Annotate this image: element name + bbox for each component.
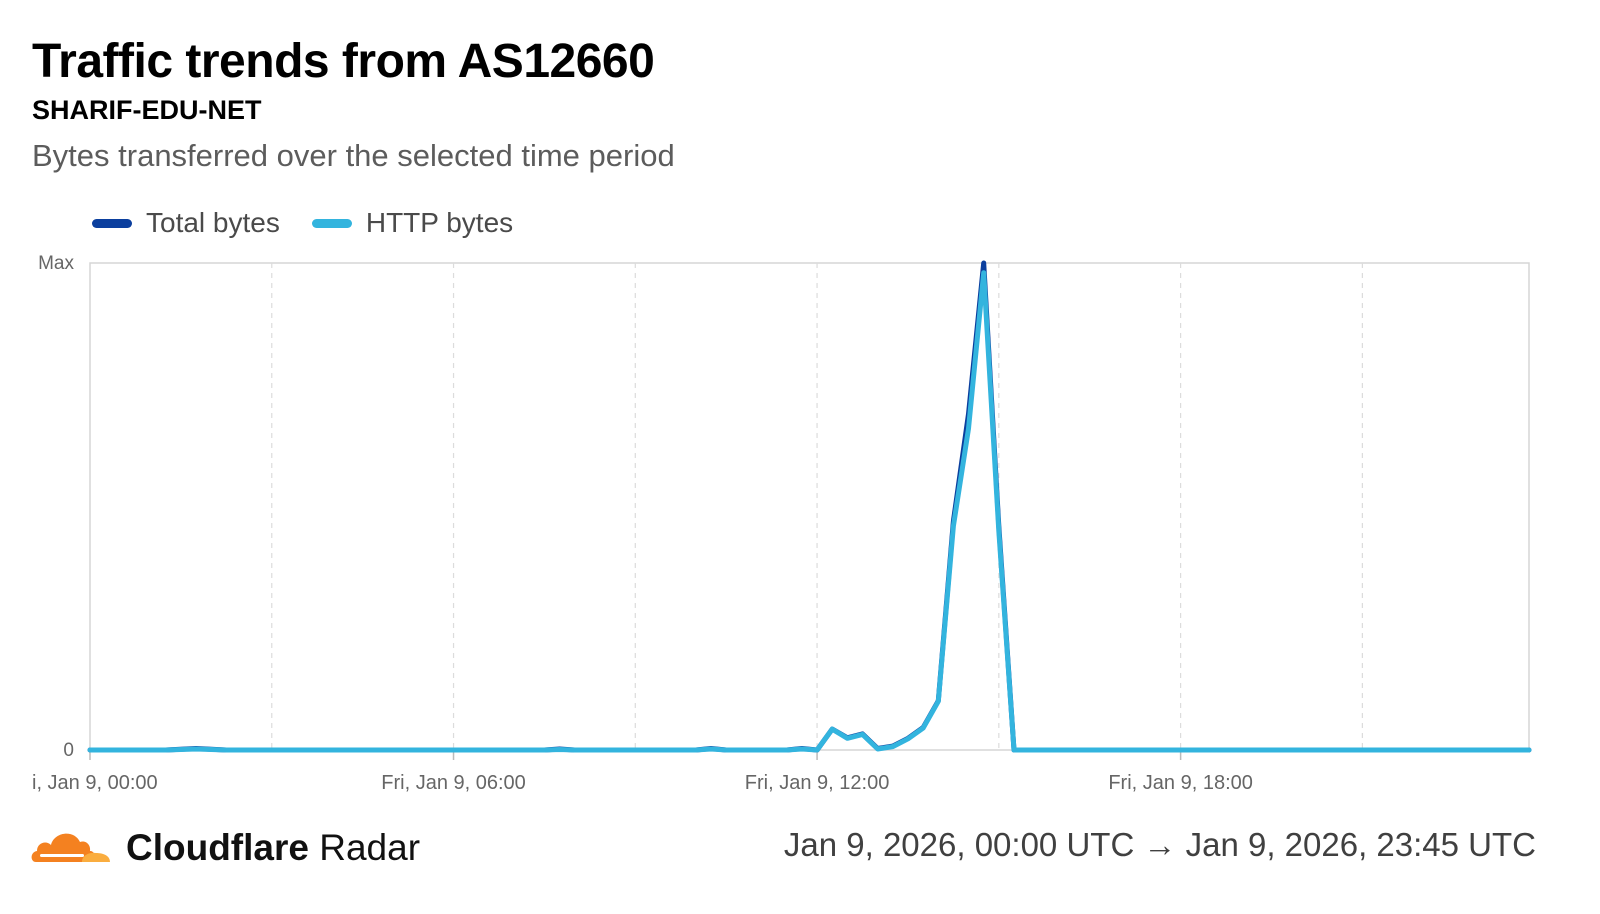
legend-item-total-bytes[interactable]: Total bytes	[92, 207, 280, 239]
x-tick-label: Fri, Jan 9, 18:00	[1108, 772, 1253, 794]
brand-name: Cloudflare Radar	[126, 827, 420, 869]
chart-title: Traffic trends from AS12660	[32, 35, 655, 88]
y-tick-label: Max	[38, 253, 74, 274]
series-line-total-bytes	[87, 260, 1532, 753]
chart-legend: Total bytes HTTP bytes	[92, 207, 513, 239]
chart-description: Bytes transferred over the selected time…	[32, 138, 675, 173]
brand-name-bold: Cloudflare	[126, 827, 309, 868]
x-tick-label: i, Jan 9, 00:00	[32, 772, 158, 794]
cloudflare-cloud-logo-icon	[30, 824, 112, 869]
traffic-line-chart: 0 Max i, Jan 9, 00:00 Fri, Jan 9, 06:00 Fri,…	[32, 253, 1532, 794]
legend-item-http-bytes[interactable]: HTTP bytes	[311, 207, 514, 239]
y-tick-label: 0	[63, 740, 74, 761]
network-name: SHARIF-EDU-NET	[32, 95, 262, 125]
x-tick-label: Fri, Jan 9, 12:00	[745, 772, 890, 794]
x-tick-label: Fri, Jan 9, 06:00	[381, 772, 526, 794]
legend-label-http-bytes: HTTP bytes	[365, 207, 514, 238]
series-line-http-bytes	[87, 270, 1532, 753]
legend-swatch-http-bytes	[311, 218, 352, 228]
plot-area-border	[89, 262, 1530, 751]
legend-label-total-bytes: Total bytes	[146, 207, 280, 238]
legend-swatch-total-bytes	[92, 218, 132, 228]
brand-name-light: Radar	[319, 827, 421, 868]
date-range: Jan 9, 2026, 00:00 UTC → Jan 9, 2026, 23…	[783, 826, 1536, 863]
